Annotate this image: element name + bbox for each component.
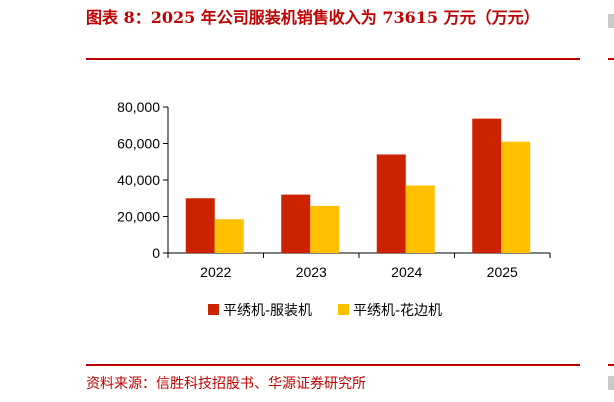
bar-2-2022 <box>214 219 244 253</box>
legend-swatch-1 <box>208 304 219 315</box>
chart-legend: 平绣机-服装机 平绣机-花边机 <box>208 303 442 319</box>
x-tick-label: 2025 <box>487 264 518 280</box>
title-divider <box>86 58 580 60</box>
bar-2-2023 <box>310 205 340 253</box>
x-tick-label: 2022 <box>200 264 231 280</box>
y-tick-label: 0 <box>152 245 160 261</box>
adjacent-panel-footer-edge <box>608 376 614 390</box>
legend-label-1: 平绣机-服装机 <box>223 303 312 319</box>
footer-divider <box>86 364 580 366</box>
adjacent-panel-footer-divider <box>608 364 614 366</box>
bar-1-2023 <box>281 194 311 253</box>
adjacent-panel-divider <box>608 58 614 60</box>
y-tick-label: 80,000 <box>117 99 160 115</box>
y-tick-label: 40,000 <box>117 172 160 188</box>
bar-1-2024 <box>376 154 406 253</box>
bar-1-2022 <box>185 198 215 253</box>
y-tick-label: 20,000 <box>117 209 160 225</box>
y-tick-label: 60,000 <box>117 136 160 152</box>
x-tick-label: 2024 <box>391 264 422 280</box>
bar-2-2024 <box>405 185 435 253</box>
bar-2-2025 <box>501 141 531 253</box>
legend-label-2: 平绣机-花边机 <box>353 303 442 319</box>
adjacent-panel-edge <box>608 14 614 28</box>
legend-swatch-2 <box>338 304 349 315</box>
plot-area: 0 20,000 40,000 60,000 80,000 2022 2023 2024 202… <box>117 99 551 280</box>
x-tick-label: 2023 <box>296 264 327 280</box>
source-note: 资料来源：信胜科技招股书、华源证券研究所 <box>86 376 366 392</box>
bar-1-2025 <box>472 118 502 254</box>
chart-title: 图表 8：2025 年公司服装机销售收入为 73615 万元（万元） <box>86 8 540 27</box>
